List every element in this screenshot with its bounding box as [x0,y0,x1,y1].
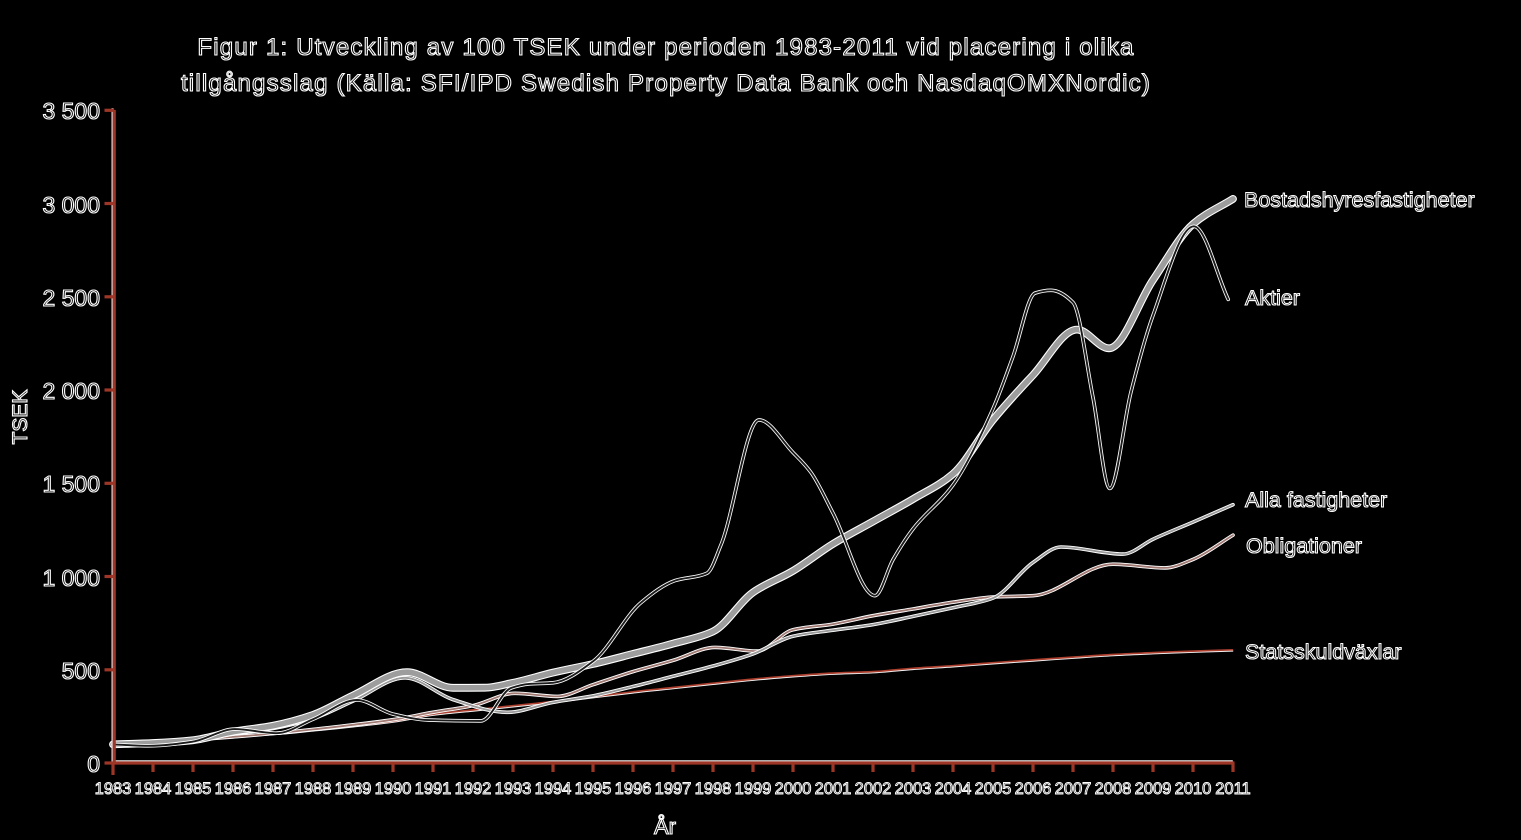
svg-text:1983: 1983 [95,780,132,798]
svg-text:1 000: 1 000 [42,565,100,591]
svg-text:2011: 2011 [1215,780,1250,798]
svg-text:Figur 1: Utveckling av 100 TSE: Figur 1: Utveckling av 100 TSEK under pe… [197,34,1134,61]
svg-text:500: 500 [62,658,100,684]
svg-text:2010: 2010 [1175,780,1212,798]
svg-text:3 500: 3 500 [42,98,100,124]
svg-text:1992: 1992 [455,780,492,798]
svg-text:Aktier: Aktier [1245,286,1300,310]
svg-text:1994: 1994 [535,780,572,798]
svg-text:1984: 1984 [135,780,172,798]
svg-text:Bostadshyresfastigheter: Bostadshyresfastigheter [1244,188,1475,212]
svg-text:1 500: 1 500 [42,471,100,497]
svg-text:2001: 2001 [815,780,852,798]
svg-text:2005: 2005 [975,780,1012,798]
svg-text:3 000: 3 000 [42,192,100,218]
svg-text:Alla fastigheter: Alla fastigheter [1245,488,1387,512]
svg-text:1986: 1986 [215,780,252,798]
svg-text:2008: 2008 [1095,780,1132,798]
svg-text:2009: 2009 [1135,780,1172,798]
svg-text:2 500: 2 500 [42,285,100,311]
svg-text:År: År [654,814,676,839]
svg-text:Statsskuldväxlar: Statsskuldväxlar [1245,640,1402,664]
svg-text:1996: 1996 [615,780,652,798]
svg-text:1995: 1995 [575,780,612,798]
svg-text:1990: 1990 [375,780,412,798]
svg-text:2000: 2000 [775,780,812,798]
svg-text:1991: 1991 [415,780,452,798]
svg-text:1999: 1999 [735,780,772,798]
svg-text:2003: 2003 [895,780,932,798]
svg-text:1997: 1997 [655,780,692,798]
svg-text:Obligationer: Obligationer [1246,534,1362,558]
svg-text:2004: 2004 [935,780,972,798]
svg-text:2 000: 2 000 [42,378,100,404]
svg-text:2007: 2007 [1055,780,1092,798]
svg-text:1985: 1985 [175,780,212,798]
svg-text:2002: 2002 [855,780,892,798]
svg-text:0: 0 [87,751,100,777]
svg-text:tillgångsslag (Källa: SFI/IPD: tillgångsslag (Källa: SFI/IPD Swedish Pr… [181,70,1151,97]
svg-text:TSEK: TSEK [9,390,32,445]
svg-text:2006: 2006 [1015,780,1052,798]
svg-text:1993: 1993 [495,780,532,798]
svg-text:1998: 1998 [695,780,732,798]
svg-text:1989: 1989 [335,780,372,798]
svg-text:1987: 1987 [255,780,292,798]
svg-text:1988: 1988 [295,780,332,798]
